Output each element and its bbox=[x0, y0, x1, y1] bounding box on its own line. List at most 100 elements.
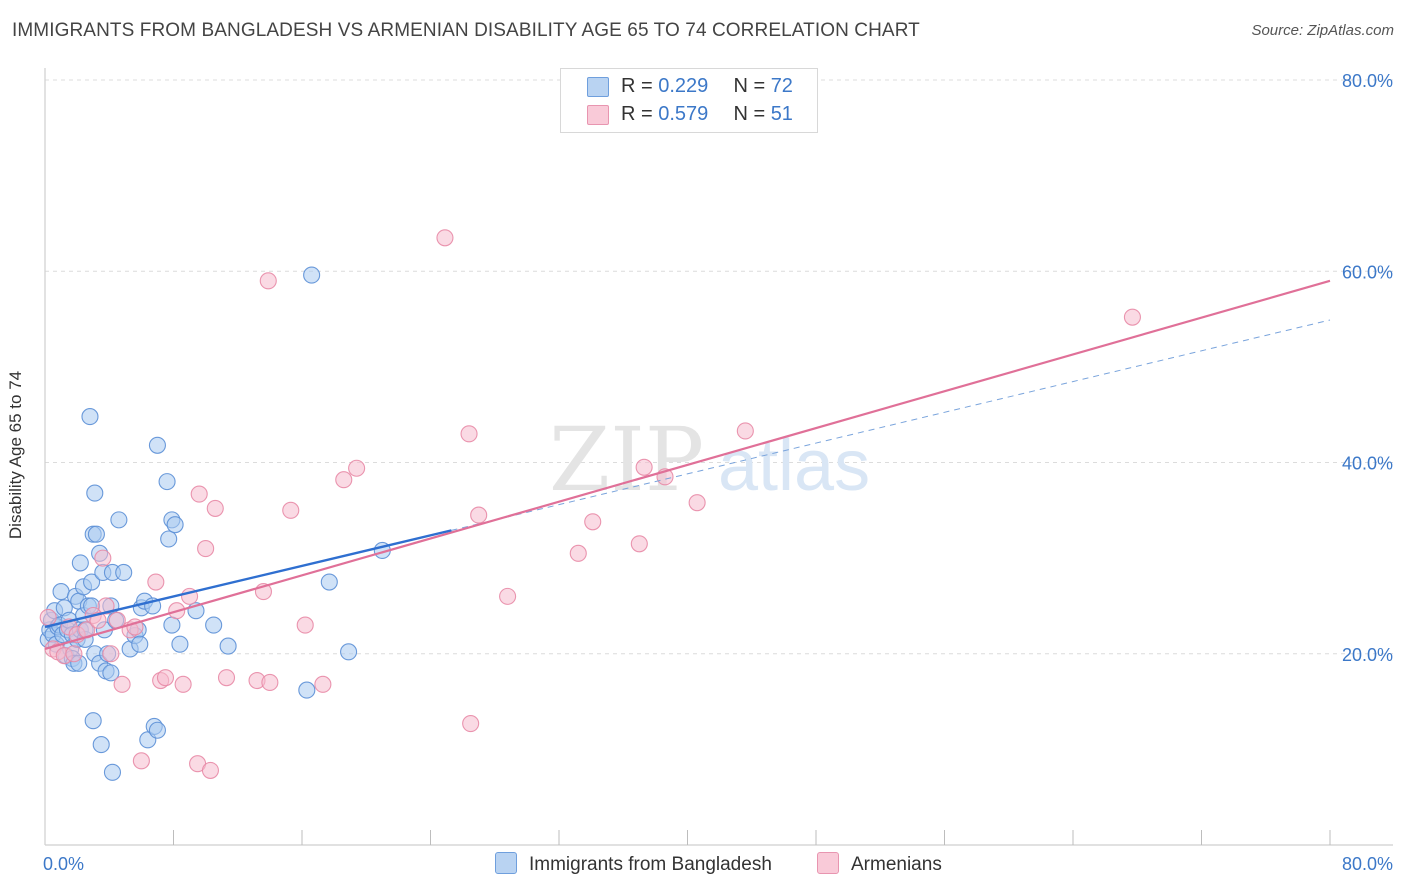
legend-n-label-1: N = bbox=[733, 75, 766, 97]
bangladesh-point bbox=[86, 484, 104, 502]
y-axis-label: Disability Age 65 to 74 bbox=[6, 370, 25, 540]
chart-title: IMMIGRANTS FROM BANGLADESH VS ARMENIAN D… bbox=[12, 20, 920, 41]
trendlines bbox=[44, 279, 1331, 651]
armenians-point bbox=[217, 669, 236, 687]
y-tick-label: 40.0% bbox=[1342, 454, 1393, 474]
armenians-point bbox=[282, 501, 300, 519]
bangladesh-point bbox=[160, 530, 178, 548]
bangladesh-point bbox=[205, 616, 223, 634]
legend-swatch-blue bbox=[587, 77, 609, 97]
armenians-point bbox=[1123, 308, 1141, 326]
bangladesh-point bbox=[115, 563, 133, 582]
bangladesh-point bbox=[71, 554, 89, 572]
watermark-zip: ZIP bbox=[549, 408, 704, 511]
bangladesh-point bbox=[171, 635, 189, 653]
armenians-point bbox=[174, 675, 192, 693]
bottom-legend-swatch-pink bbox=[817, 852, 839, 874]
bangladesh-point bbox=[320, 573, 338, 591]
x-tick-label-max: 80.0% bbox=[1342, 854, 1393, 874]
armenians-point bbox=[635, 458, 653, 476]
armenians-point bbox=[736, 422, 754, 440]
armenians-point bbox=[190, 485, 208, 503]
legend-r-value-2: 0.579 bbox=[658, 103, 709, 125]
legend: R = 0.229 N = 72 R = 0.579 N = 51 bbox=[560, 68, 818, 133]
armenians-point bbox=[460, 425, 478, 443]
armenians-point bbox=[462, 715, 480, 733]
watermark: ZIP atlas bbox=[549, 408, 870, 511]
armenians-point bbox=[113, 675, 131, 693]
bangladesh-point bbox=[219, 637, 237, 655]
bottom-legend-bangladesh: Immigrants from Bangladesh bbox=[495, 852, 772, 876]
bangladesh-point bbox=[340, 643, 358, 661]
bangladesh-point bbox=[163, 616, 181, 634]
legend-n-value-1: 72 bbox=[770, 75, 793, 97]
legend-swatch-pink bbox=[587, 105, 609, 125]
armenians-point bbox=[94, 549, 112, 567]
armenians-point bbox=[197, 540, 215, 558]
bangladesh-point bbox=[81, 408, 99, 426]
bangladesh-point bbox=[110, 511, 128, 529]
armenians-point bbox=[630, 535, 648, 553]
bangladesh-point bbox=[131, 635, 149, 653]
bangladesh-point bbox=[158, 473, 176, 491]
bangladesh-point bbox=[52, 583, 70, 601]
y-tick-label: 80.0% bbox=[1342, 71, 1393, 91]
legend-r-value-1: 0.229 bbox=[658, 75, 709, 97]
bottom-legend-swatch-blue bbox=[495, 852, 517, 874]
bangladesh-trend-extension bbox=[451, 319, 1331, 531]
bangladesh-point bbox=[103, 763, 122, 781]
axes bbox=[44, 68, 1393, 846]
legend-n-label-2: N = bbox=[733, 103, 766, 125]
armenians-point bbox=[569, 544, 587, 562]
series-bangladesh-points bbox=[39, 266, 391, 781]
bangladesh-point bbox=[92, 736, 110, 754]
bangladesh-point bbox=[102, 664, 120, 682]
armenians-point bbox=[688, 494, 706, 512]
bangladesh-point bbox=[84, 712, 102, 730]
bangladesh-point bbox=[148, 721, 166, 739]
bottom-legend-armenians: Armenians bbox=[817, 852, 942, 876]
bangladesh-point bbox=[83, 573, 101, 591]
armenians-point bbox=[261, 673, 279, 691]
armenians-point bbox=[201, 761, 219, 779]
legend-text-armenians: R = 0.579 N = 51 bbox=[621, 103, 793, 126]
armenians-point bbox=[102, 645, 120, 663]
legend-text-bangladesh: R = 0.229 N = 72 bbox=[621, 75, 793, 98]
source-label: Source: ZipAtlas.com bbox=[1251, 22, 1394, 39]
armenians-point bbox=[156, 669, 175, 687]
bangladesh-point bbox=[166, 516, 184, 534]
armenians-point bbox=[296, 616, 314, 634]
bangladesh-point bbox=[298, 681, 316, 699]
armenians-point bbox=[65, 645, 83, 663]
armenians-point bbox=[584, 513, 602, 531]
armenians-point bbox=[436, 229, 454, 247]
bottom-legend-label-bangladesh: Immigrants from Bangladesh bbox=[529, 854, 772, 875]
armenians-point bbox=[499, 587, 517, 605]
bangladesh-trend-line bbox=[44, 529, 452, 629]
armenians-point bbox=[39, 608, 57, 626]
armenians-point bbox=[348, 459, 366, 477]
watermark-atlas: atlas bbox=[718, 426, 870, 506]
y-tick-label: 60.0% bbox=[1342, 262, 1393, 282]
gridlines bbox=[45, 79, 1393, 655]
armenians-point bbox=[97, 597, 115, 615]
bangladesh-point bbox=[148, 436, 166, 454]
legend-r-label-1: R = bbox=[621, 75, 653, 97]
y-tick-label: 20.0% bbox=[1342, 645, 1393, 665]
tick-labels: 20.0% 40.0% 60.0% 80.0% 0.0% 80.0% bbox=[43, 71, 1393, 874]
bangladesh-point bbox=[87, 525, 105, 543]
armenians-trend-line bbox=[44, 279, 1331, 651]
x-tick-label-min: 0.0% bbox=[43, 854, 84, 874]
armenians-point bbox=[132, 752, 150, 770]
legend-n-value-2: 51 bbox=[770, 103, 793, 125]
armenians-point bbox=[147, 573, 165, 591]
bangladesh-point bbox=[303, 266, 321, 284]
legend-r-label-2: R = bbox=[621, 103, 653, 125]
bottom-legend-label-armenians: Armenians bbox=[851, 854, 942, 875]
armenians-point bbox=[259, 272, 277, 290]
armenians-point bbox=[206, 499, 224, 517]
armenians-point bbox=[470, 506, 488, 524]
armenians-point bbox=[314, 675, 332, 693]
armenians-point bbox=[335, 471, 353, 489]
